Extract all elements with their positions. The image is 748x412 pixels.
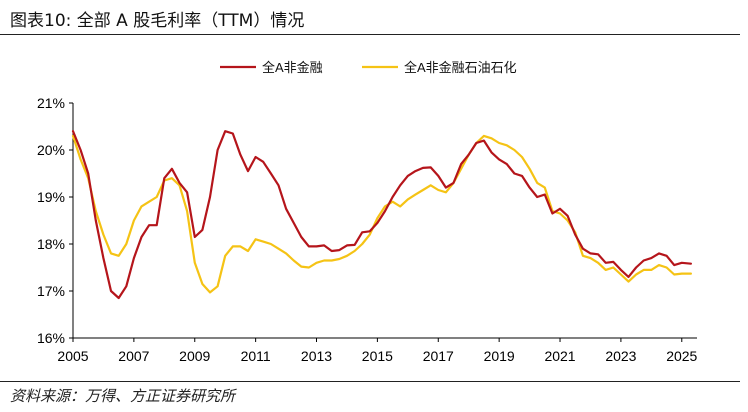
- legend-label-1: 全A非金融: [262, 60, 323, 75]
- y-tick-label: 21%: [37, 95, 65, 111]
- legend: 全A非金融 全A非金融石油石化: [220, 60, 517, 75]
- x-tick-label: 2021: [544, 348, 575, 364]
- x-tick-label: 2015: [362, 348, 393, 364]
- line-chart: 全A非金融 全A非金融石油石化 16% 17% 18% 19% 20% 21% 2005 200…: [37, 60, 698, 364]
- source-note: 资料来源：万得、方正证券研究所: [10, 387, 236, 405]
- x-tick-label: 2011: [241, 348, 271, 364]
- y-tick-label: 20%: [37, 142, 65, 158]
- figure-title: 图表10: 全部 A 股毛利率（TTM）情况: [10, 11, 305, 31]
- x-tick-label: 2009: [179, 348, 210, 364]
- series-line-1: [71, 130, 692, 300]
- y-tick-label: 19%: [37, 189, 65, 205]
- y-tick-label: 17%: [37, 283, 65, 299]
- x-tick-label: 2019: [484, 348, 515, 364]
- x-tick-label: 2007: [118, 348, 149, 364]
- figure-header: 图表10: 全部 A 股毛利率（TTM）情况: [0, 0, 748, 34]
- series-line-2: [71, 134, 692, 294]
- y-tick-label: 16%: [37, 330, 65, 346]
- legend-label-2: 全A非金融石油石化: [404, 60, 517, 75]
- x-tick-label: 2013: [301, 348, 332, 364]
- y-tick-label: 18%: [37, 236, 65, 252]
- x-tick-label: 2017: [423, 348, 454, 364]
- x-tick-label: 2005: [57, 348, 88, 364]
- x-tick-label: 2023: [605, 348, 636, 364]
- plot-area: 16% 17% 18% 19% 20% 21% 2005 2007 2009 2011 2013 20…: [37, 95, 698, 364]
- x-tick-label: 2025: [666, 348, 697, 364]
- source-divider: [0, 381, 740, 382]
- title-divider: [0, 34, 740, 35]
